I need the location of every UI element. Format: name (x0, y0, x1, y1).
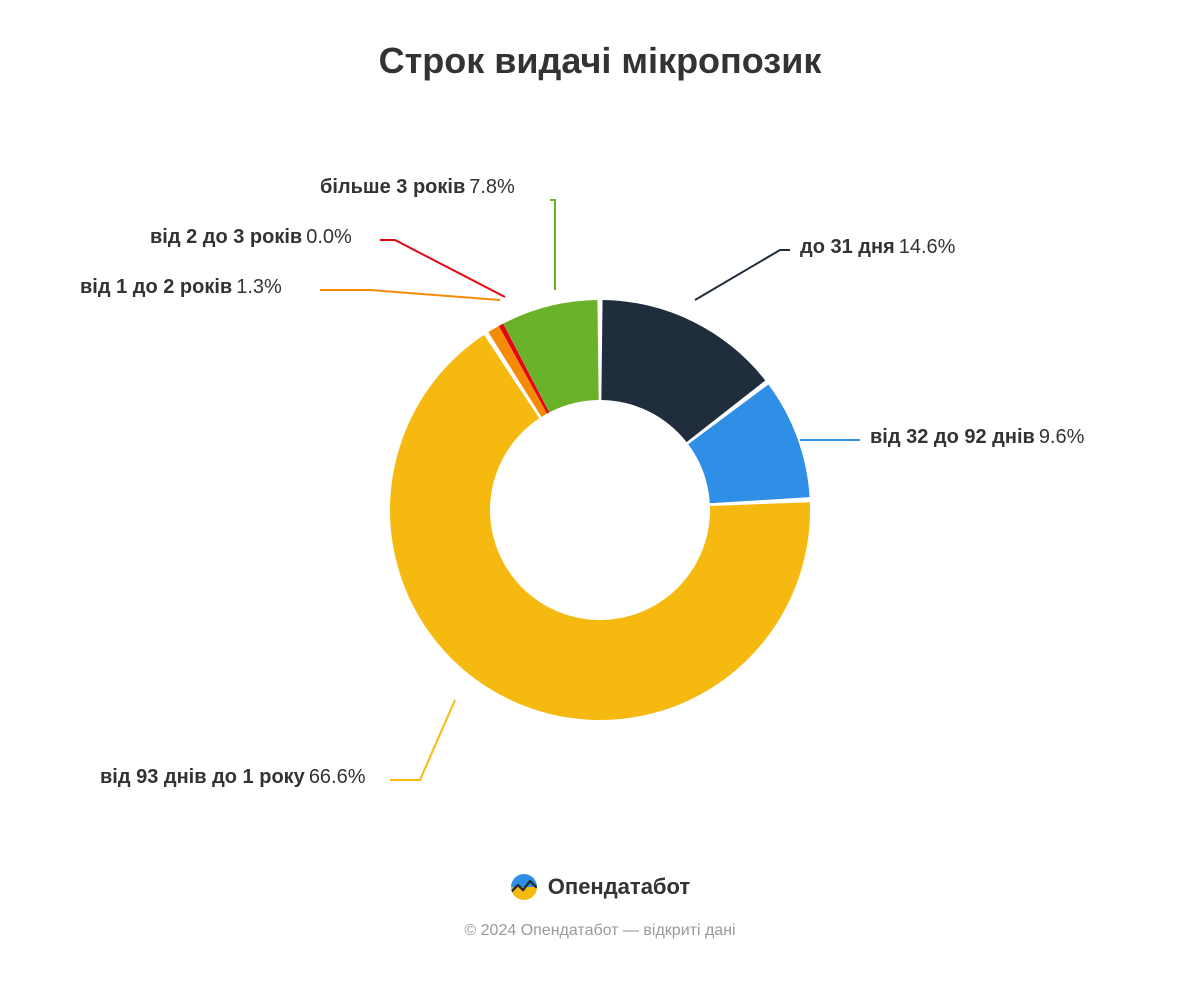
brand-name: Опендатабот (548, 874, 690, 900)
slice-label-pct: 0.0% (306, 226, 352, 248)
brand: Опендатабот (510, 873, 690, 901)
slice-label: від 2 до 3 років0.0% (150, 226, 352, 249)
slice-label-text: від 2 до 3 років (150, 226, 302, 248)
leader-line (320, 290, 500, 300)
slice-label: більше 3 років7.8% (320, 176, 515, 199)
slice-label: до 31 дня14.6% (800, 236, 955, 259)
slice-label-text: від 32 до 92 днів (870, 426, 1035, 448)
leader-line (695, 250, 790, 300)
slice-label: від 1 до 2 років1.3% (80, 276, 282, 299)
slice-label-text: більше 3 років (320, 176, 465, 198)
brand-icon (510, 873, 538, 901)
donut-chart: до 31 дня14.6% від 32 до 92 днів9.6% від 9… (0, 140, 1200, 840)
footer: Опендатабот © 2024 Опендатабот — відкрит… (0, 873, 1200, 940)
leader-line (550, 200, 555, 290)
slice-label-pct: 7.8% (469, 176, 515, 198)
slice-label-text: до 31 дня (800, 236, 895, 258)
chart-title: Строк видачі мікропозик (0, 40, 1200, 82)
leader-line (390, 700, 455, 780)
slice-label-pct: 14.6% (899, 236, 956, 258)
slice-label-text: від 93 днів до 1 року (100, 766, 305, 788)
chart-container: Строк видачі мікропозик до 31 дня14.6% ві… (0, 0, 1200, 1000)
slice-label-pct: 66.6% (309, 766, 366, 788)
slice-label-pct: 1.3% (236, 276, 282, 298)
slice-label: від 93 днів до 1 року66.6% (100, 766, 366, 789)
leader-line (380, 240, 505, 297)
slice-label: від 32 до 92 днів9.6% (870, 426, 1084, 449)
copyright: © 2024 Опендатабот — відкриті дані (0, 922, 1200, 940)
slice-label-pct: 9.6% (1039, 426, 1085, 448)
slice-label-text: від 1 до 2 років (80, 276, 232, 298)
